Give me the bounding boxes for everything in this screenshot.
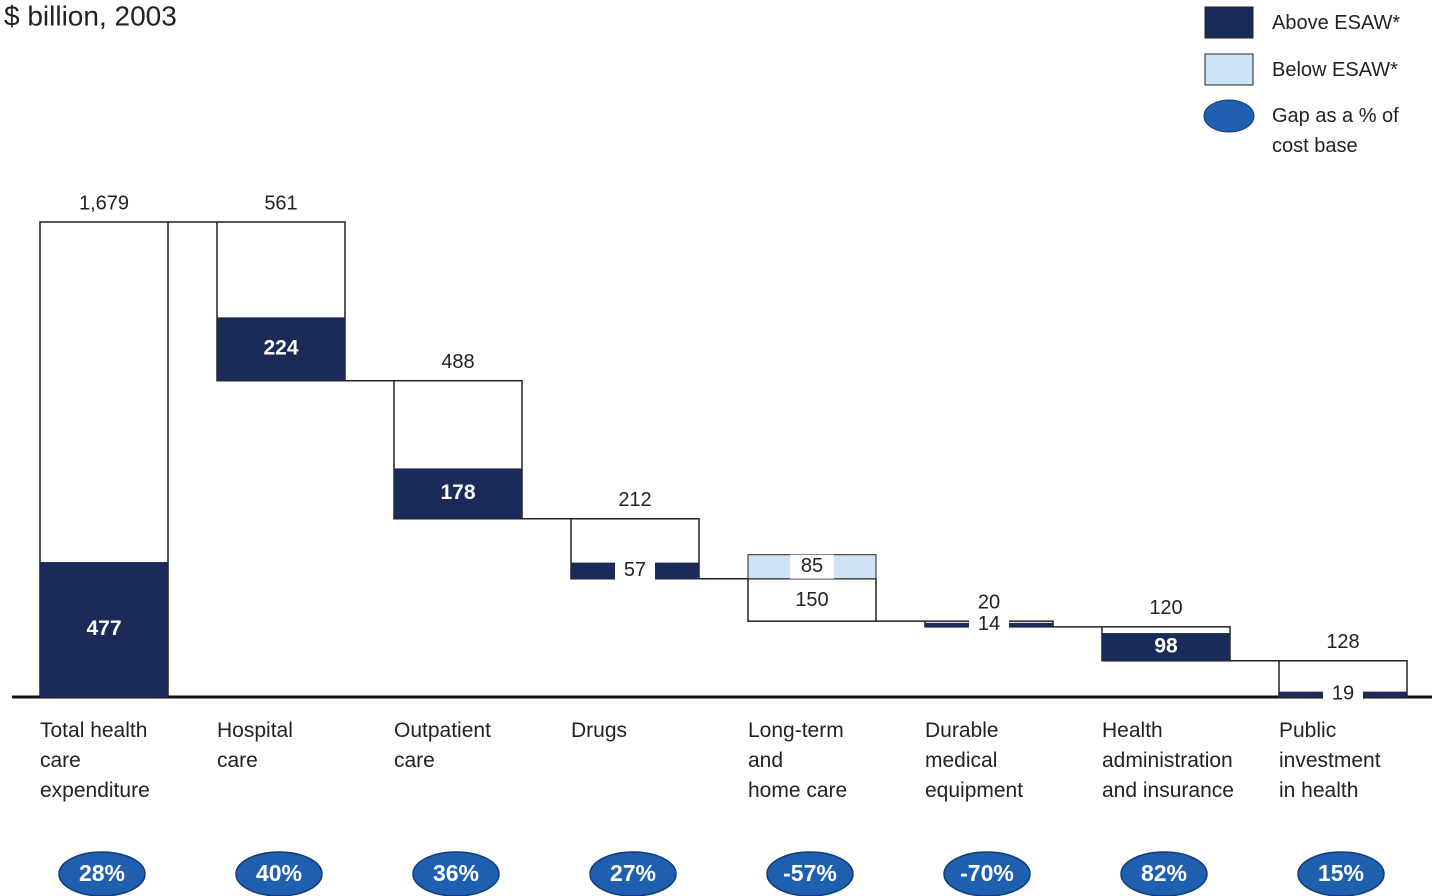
data-label: 178 — [440, 481, 475, 504]
chart-subtitle: $ billion, 2003 — [4, 0, 177, 31]
above-bar — [40, 562, 168, 697]
label-bg — [615, 559, 655, 582]
total-label: 120 — [1149, 597, 1182, 619]
label-bg — [969, 613, 1009, 636]
above-bar — [217, 317, 345, 381]
label-bg — [1323, 683, 1363, 706]
data-label: 14 — [978, 613, 1000, 635]
gap-oval — [766, 851, 854, 896]
label-bg — [790, 554, 834, 579]
gap-oval — [943, 851, 1031, 896]
total-label: 1,679 — [79, 192, 129, 214]
x-tick-label: Durable medical equipment — [925, 719, 1024, 802]
legend-swatch — [1204, 6, 1254, 39]
legend-swatch — [1203, 99, 1255, 133]
data-label: 98 — [1154, 634, 1178, 657]
x-tick-label: Total health care expenditure — [40, 719, 150, 802]
x-tick-label: Drugs — [571, 719, 628, 742]
gap-label: 40% — [256, 860, 302, 886]
gap-label: 27% — [610, 860, 656, 886]
total-box — [747, 577, 877, 622]
gap-label: 36% — [433, 860, 479, 886]
gap-oval — [412, 851, 500, 896]
x-tick-label: Long-term and home care — [748, 719, 848, 802]
gap-oval — [1297, 851, 1385, 896]
total-label: 150 — [795, 589, 828, 611]
legend-swatch — [1204, 53, 1254, 86]
above-bar — [1102, 633, 1230, 661]
total-label: 128 — [1326, 631, 1359, 653]
x-tick-label: Hospital care — [217, 719, 293, 772]
gap-label: -57% — [783, 860, 837, 886]
x-tick-label: Public investment in health — [1279, 719, 1381, 802]
gap-oval — [1120, 851, 1208, 896]
data-label: 224 — [263, 337, 298, 360]
gap-label: 15% — [1318, 860, 1364, 886]
gap-oval — [589, 851, 677, 896]
x-tick-label: Outpatient care — [394, 719, 491, 772]
above-bar — [394, 468, 522, 519]
gap-oval — [58, 851, 146, 896]
data-label: 19 — [1332, 683, 1354, 705]
gap-label: 28% — [79, 860, 125, 886]
total-label: 488 — [441, 351, 474, 373]
gap-label: -70% — [960, 860, 1014, 886]
x-tick-label: Health administration and insurance — [1102, 719, 1234, 802]
legend-label: Below ESAW* — [1272, 59, 1398, 81]
data-label: 477 — [86, 617, 121, 640]
data-label: 57 — [624, 559, 646, 581]
legend-label: Gap as a % of cost base — [1272, 105, 1399, 157]
data-label: 85 — [801, 555, 823, 577]
legend-label: Above ESAW* — [1272, 12, 1401, 34]
total-label: 20 — [978, 591, 1000, 613]
total-label: 212 — [618, 489, 651, 511]
gap-oval — [235, 851, 323, 896]
total-label: 561 — [264, 192, 297, 214]
gap-label: 82% — [1141, 860, 1187, 886]
